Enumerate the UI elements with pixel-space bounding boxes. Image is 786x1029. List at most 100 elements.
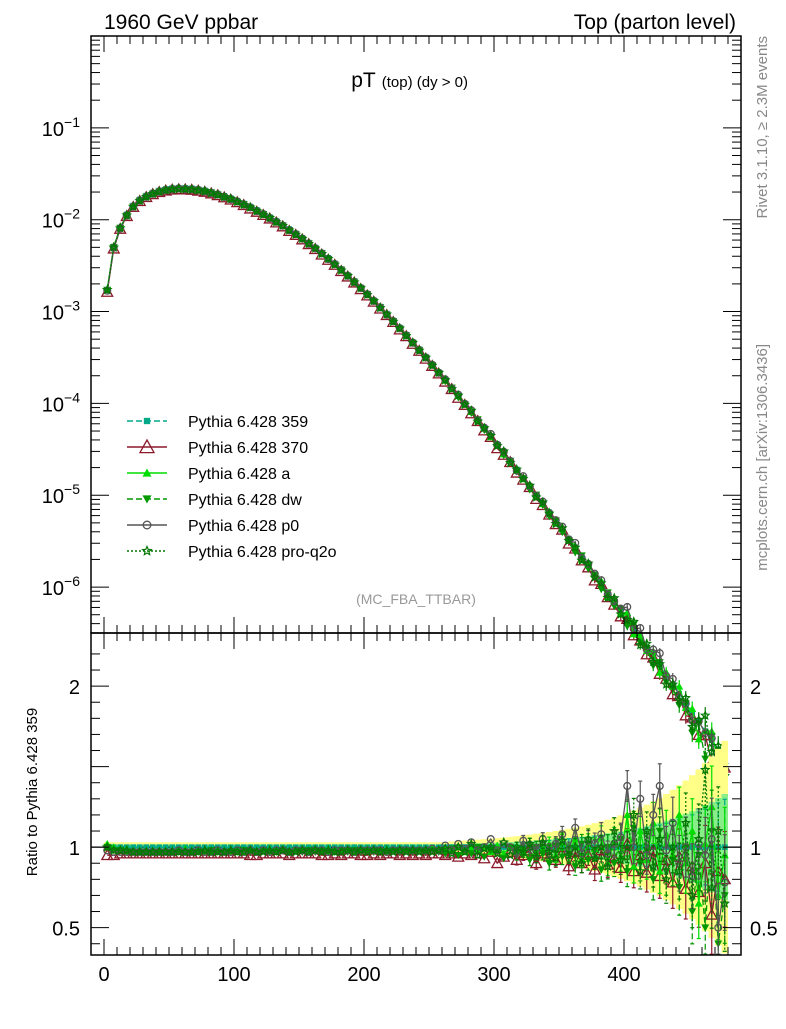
ratio-point — [277, 844, 289, 855]
ratio-point — [636, 827, 645, 835]
data-point — [238, 199, 250, 210]
ratio-point — [519, 836, 528, 845]
data-point — [199, 185, 211, 196]
ratio-point — [569, 841, 581, 852]
data-point — [368, 295, 380, 306]
ratio-point — [387, 846, 399, 857]
data-point — [244, 201, 256, 212]
ratio-point — [264, 844, 276, 855]
ratio-point — [647, 860, 659, 871]
data-point — [413, 344, 425, 356]
data-point — [706, 746, 718, 757]
data-point — [701, 755, 710, 763]
ratio-point — [688, 827, 697, 835]
data-point — [628, 616, 640, 627]
ratio-point — [407, 844, 419, 855]
ratio-point — [686, 889, 698, 900]
ratio-point — [634, 865, 646, 876]
mcplots-side-label: mcplots.cern.ch [arXiv:1306.3436] — [754, 344, 771, 571]
data-point — [426, 360, 438, 371]
ratio-point — [537, 836, 549, 847]
legend-item-359: Pythia 6.428 359 — [127, 414, 308, 431]
ratio-point — [571, 863, 580, 871]
y-tick-base: 10 — [42, 211, 64, 233]
data-point — [420, 351, 432, 363]
ratio-point — [701, 851, 710, 860]
ratio-point — [719, 897, 731, 908]
legend-label: Pythia 6.428 a — [188, 466, 290, 483]
data-point — [569, 541, 581, 552]
data-point — [374, 302, 386, 313]
ratio-ylabel: Ratio to Pythia 6.428 359 — [24, 708, 41, 876]
data-point — [296, 233, 308, 244]
legend-swatch-marker — [141, 544, 153, 556]
series-line-p0 — [106, 187, 726, 779]
ratio-point — [597, 830, 606, 839]
data-point — [348, 276, 360, 287]
ratio-point — [706, 881, 718, 892]
legend-item-a: Pythia 6.428 a — [127, 466, 290, 483]
ratio-point — [243, 848, 257, 861]
y-tick-base: 10 — [42, 119, 64, 141]
ratio-point — [121, 844, 133, 855]
data-point — [478, 422, 490, 433]
ratio-point — [493, 846, 502, 855]
ratio-point — [100, 848, 114, 861]
series-pro-q2o-ratio — [101, 731, 731, 952]
y-tick-label: 10−6 — [42, 573, 80, 600]
ratio-point — [588, 862, 602, 875]
ratio-point — [603, 849, 612, 858]
data-point — [322, 253, 334, 264]
data-point — [459, 399, 471, 410]
x-tick-label: 300 — [477, 964, 510, 986]
ratio-point — [558, 853, 567, 861]
data-point — [342, 270, 354, 281]
y-tick-exponent: −3 — [64, 298, 80, 314]
ratio-point — [238, 846, 250, 857]
data-point — [491, 440, 503, 451]
ratio-point — [355, 844, 367, 855]
ratio-point — [316, 846, 328, 857]
ratio-point — [543, 846, 555, 857]
data-point — [264, 212, 276, 223]
ratio-point — [712, 825, 724, 836]
data-point — [641, 638, 653, 649]
ratio-point — [615, 854, 627, 865]
ratio-point — [628, 809, 640, 820]
data-point — [524, 479, 536, 491]
watermark-label: (MC_FBA_TTBAR) — [356, 591, 476, 607]
data-point — [512, 466, 521, 475]
data-point — [634, 639, 646, 650]
ratio-point — [467, 844, 476, 852]
ratio-point — [654, 833, 666, 844]
data-point — [316, 248, 328, 259]
ratio-point — [439, 843, 451, 854]
ratio-point — [485, 841, 497, 852]
ratio-point — [701, 924, 710, 932]
ratio-point — [675, 810, 684, 819]
ratio-point — [667, 841, 679, 852]
data-point — [582, 557, 594, 568]
ratio-point — [530, 851, 542, 862]
ratio-point — [477, 851, 491, 864]
ratio-point — [608, 825, 620, 836]
series-line-dw — [106, 188, 726, 789]
data-point — [270, 216, 282, 227]
chart-title-sub: (top) (dy > 0) — [382, 74, 468, 91]
ratio-point — [420, 844, 432, 855]
data-point — [699, 709, 711, 721]
ratio-y-tick-label: 0.5 — [52, 919, 80, 941]
data-point — [257, 209, 269, 220]
ratio-point — [225, 844, 237, 855]
data-point — [556, 522, 568, 533]
data-point — [543, 507, 555, 518]
ratio-point — [655, 867, 664, 875]
ratio-point — [452, 841, 464, 852]
data-point — [707, 734, 716, 743]
ratio-point — [192, 846, 204, 857]
ratio-point — [499, 855, 508, 863]
data-point — [550, 518, 562, 529]
legend-swatch-marker — [142, 520, 152, 530]
data-point — [694, 735, 703, 743]
